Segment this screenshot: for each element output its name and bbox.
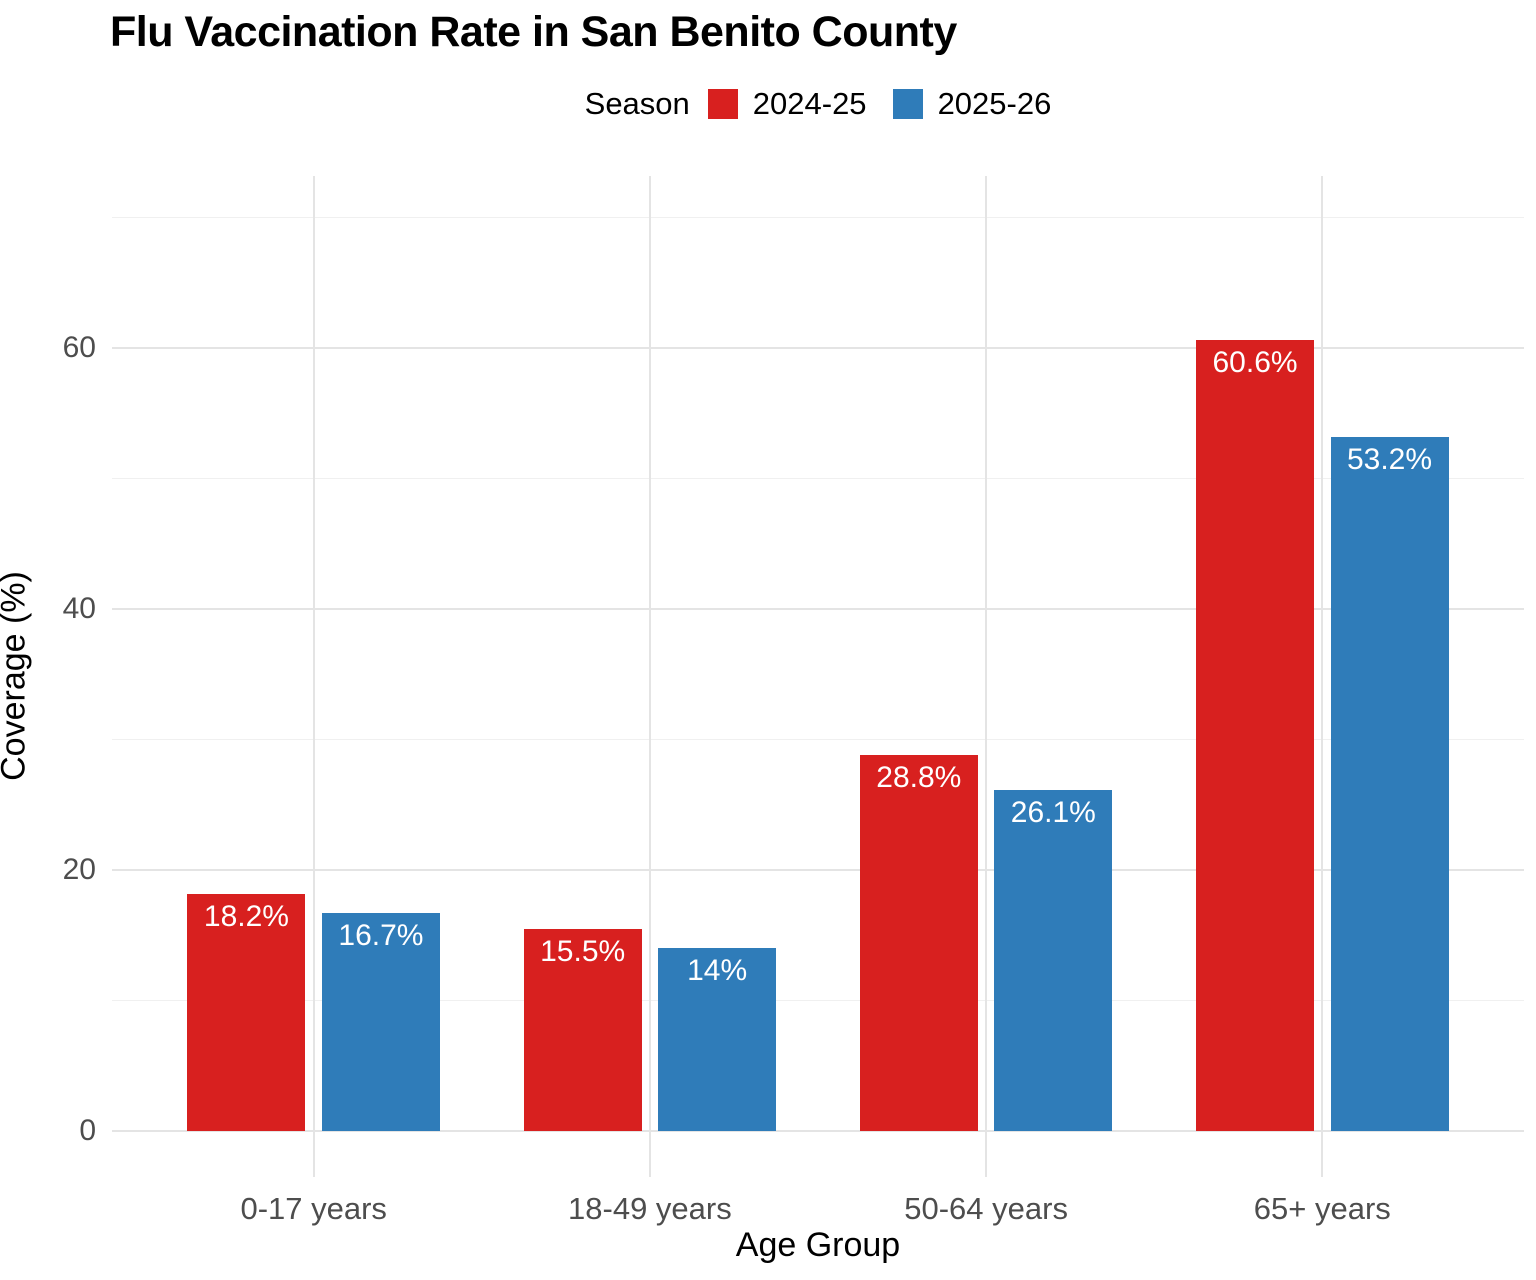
bar-value-label: 14%	[687, 954, 748, 988]
gridline-vertical-1	[648, 176, 651, 1177]
x-tick-label-3: 65+ years	[1253, 1191, 1391, 1226]
bar-value-label: 18.2%	[203, 899, 289, 933]
x-axis: 0-17 years 18-49 years 50-64 years 65+ year…	[112, 1183, 1524, 1227]
bar-2025-26-0-17-years: 16.7%	[321, 913, 440, 1132]
gridline-vertical-3	[1321, 176, 1324, 1177]
legend-swatch-2024-25	[707, 89, 738, 119]
y-axis: 0 20 40 60	[0, 176, 96, 1177]
gridline-vertical-2	[985, 176, 988, 1177]
y-tick-label-0: 0	[79, 1114, 96, 1148]
gridline-major-0	[112, 1130, 1524, 1133]
legend: Season 2024-25 2025-26	[112, 82, 1524, 126]
y-tick-label-60: 60	[62, 331, 96, 365]
bar-value-label: 26.1%	[1010, 796, 1096, 830]
legend-label-2024-25: 2024-25	[752, 86, 867, 121]
x-tick-label-2: 50-64 years	[904, 1191, 1068, 1226]
plot-panel: 18.2% 16.7% 15.5% 14% 28.8% 26.1% 60.6% 53.2%	[112, 176, 1524, 1177]
gridline-vertical-0	[312, 176, 315, 1177]
x-tick-label-1: 18-49 years	[568, 1191, 732, 1226]
legend-swatch-2025-26	[892, 89, 923, 119]
x-tick-label-0: 0-17 years	[240, 1191, 387, 1226]
gridline-major-40	[112, 608, 1524, 611]
bar-2024-25-18-49-years: 15.5%	[523, 928, 642, 1132]
bar-2025-26-18-49-years: 14%	[658, 948, 777, 1132]
bar-2025-26-50-64-years: 26.1%	[994, 790, 1113, 1132]
legend-label-2025-26: 2025-26	[937, 86, 1052, 121]
bar-value-label: 60.6%	[1212, 346, 1298, 380]
bar-2024-25-50-64-years: 28.8%	[859, 755, 978, 1132]
x-axis-title: Age Group	[735, 1226, 901, 1264]
gridline-minor-30	[112, 738, 1524, 740]
gridline-major-60	[112, 347, 1524, 350]
bar-2025-26-65+-years: 53.2%	[1330, 436, 1449, 1132]
y-tick-label-20: 20	[62, 853, 96, 887]
bar-2024-25-65+-years: 60.6%	[1196, 340, 1315, 1132]
y-tick-label-40: 40	[62, 592, 96, 626]
bar-value-label: 28.8%	[876, 761, 962, 795]
gridline-minor-50	[112, 477, 1524, 479]
gridline-minor-10	[112, 999, 1524, 1001]
gridline-major-20	[112, 869, 1524, 872]
chart-title: Flu Vaccination Rate in San Benito Count…	[110, 8, 957, 56]
bar-2024-25-0-17-years: 18.2%	[187, 893, 306, 1132]
bar-value-label: 16.7%	[338, 919, 424, 953]
legend-item-2024-25: 2024-25	[707, 86, 867, 122]
legend-item-2025-26: 2025-26	[892, 86, 1052, 122]
legend-title: Season	[584, 86, 690, 121]
gridline-minor-70	[112, 216, 1524, 218]
bar-value-label: 15.5%	[540, 934, 626, 968]
bar-value-label: 53.2%	[1346, 442, 1433, 476]
